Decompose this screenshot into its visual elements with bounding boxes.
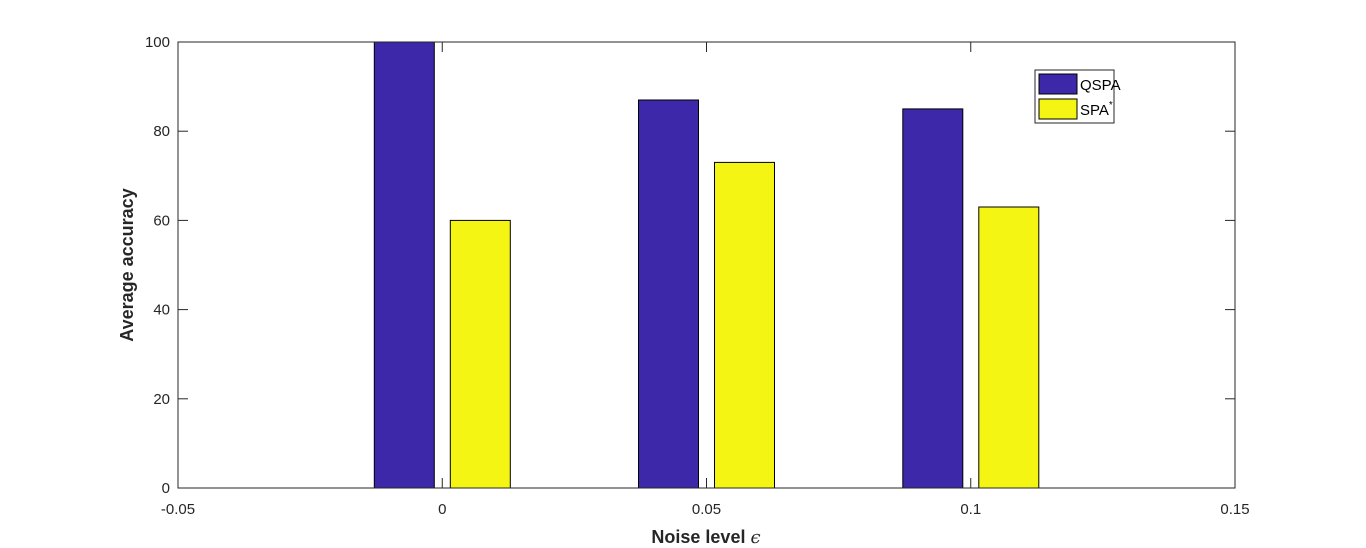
ticks-group: -0.05 0 0.05 0.1 0.15 0 20 40 60 80 100 xyxy=(145,34,1250,518)
y-tick-label: 40 xyxy=(153,302,170,319)
x-axis-symbol: ϵ xyxy=(750,527,760,548)
x-tick-label: 0.05 xyxy=(692,501,721,518)
legend-label-qspa: QSPA xyxy=(1080,77,1121,94)
x-axis-title: Noise level ϵ xyxy=(651,527,760,548)
bar-spa-2 xyxy=(978,206,1040,489)
legend: QSPA SPA* xyxy=(1034,69,1121,124)
y-axis-title: Average accuracy xyxy=(117,188,137,341)
bar-qspa-0 xyxy=(373,41,435,489)
legend-swatch-spa xyxy=(1038,98,1078,120)
bar-qspa-1 xyxy=(638,99,699,489)
x-tick-label: 0.15 xyxy=(1220,501,1249,518)
y-tick-label: 60 xyxy=(153,212,170,229)
bar-qspa-2 xyxy=(902,108,964,489)
plot-frame xyxy=(177,41,1236,489)
x-tick-label: 0.1 xyxy=(960,501,981,518)
y-tick-label: 0 xyxy=(162,480,170,497)
bars-group xyxy=(373,41,1040,489)
y-tick-label: 80 xyxy=(153,123,170,140)
bar-spa-1 xyxy=(714,161,775,489)
y-tick-label: 20 xyxy=(153,391,170,408)
x-tick-label: 0 xyxy=(438,501,446,518)
y-tick-label: 100 xyxy=(145,34,170,51)
legend-label-spa-sup: * xyxy=(1109,100,1113,111)
legend-label-spa: SPA* xyxy=(1080,100,1113,119)
bar-spa-0 xyxy=(449,219,511,489)
x-tick-label: -0.05 xyxy=(161,501,195,518)
legend-swatch-qspa xyxy=(1038,73,1078,95)
